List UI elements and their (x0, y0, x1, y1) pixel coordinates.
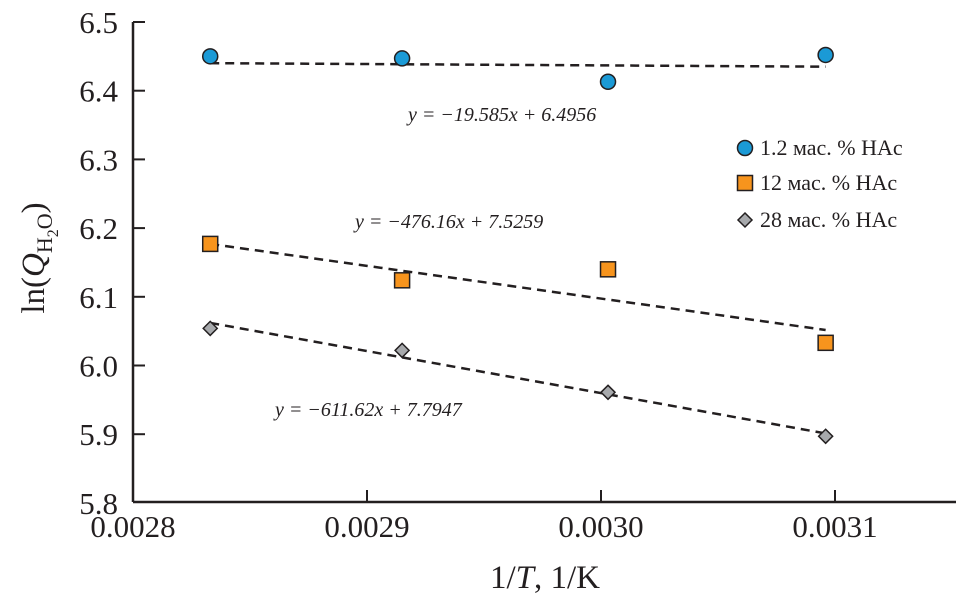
trend-line (210, 242, 826, 332)
data-point (599, 384, 617, 401)
y-tick-label: 6.4 (79, 74, 118, 109)
data-point (817, 46, 834, 64)
x-tick-label: 0.0031 (792, 509, 877, 544)
y-tick-label: 5.8 (79, 486, 118, 521)
axes (131, 22, 956, 504)
legend-marker (736, 211, 754, 229)
fit-equation: y = −476.16x + 7.5259 (353, 211, 543, 233)
data-point (817, 334, 834, 352)
data-point (393, 272, 411, 289)
legend-label: 1.2 мас. % HAc (760, 135, 903, 160)
data-point (393, 50, 411, 67)
y-axis-label: ln(QH2O) (16, 202, 62, 313)
data-point (817, 428, 834, 445)
data-point (202, 320, 219, 337)
y-tick-label: 6.0 (79, 349, 118, 384)
fit-equation: y = −19.585x + 6.4956 (406, 104, 596, 126)
data-point (599, 261, 617, 278)
legend: 1.2 мас. % HAc 12 мас. % HAc 28 мас. % HAc (736, 135, 903, 232)
x-tick-label: 0.0028 (90, 509, 175, 544)
fit-equation: y = −611.62x + 7.7947 (273, 399, 463, 421)
y-tick-label: 6.5 (79, 5, 118, 40)
legend-marker (736, 174, 754, 192)
legend-marker (736, 139, 754, 157)
trend-line (210, 61, 826, 68)
x-axis-label: 1/T, 1/K (490, 560, 600, 596)
x-tick-label: 0.0029 (324, 509, 409, 544)
data-point (599, 73, 617, 91)
data-point (201, 235, 219, 253)
legend-label: 12 мас. % HAc (760, 170, 897, 195)
y-tick-label: 6.1 (79, 280, 118, 315)
legend-label: 28 мас. % HAc (760, 207, 897, 232)
y-tick-label: 6.2 (79, 211, 118, 246)
y-tick-label: 6.3 (79, 142, 118, 177)
data-point (201, 48, 219, 65)
y-tick-label: 5.9 (79, 417, 118, 452)
x-tick-label: 0.0030 (558, 509, 643, 544)
data-point (394, 342, 411, 359)
